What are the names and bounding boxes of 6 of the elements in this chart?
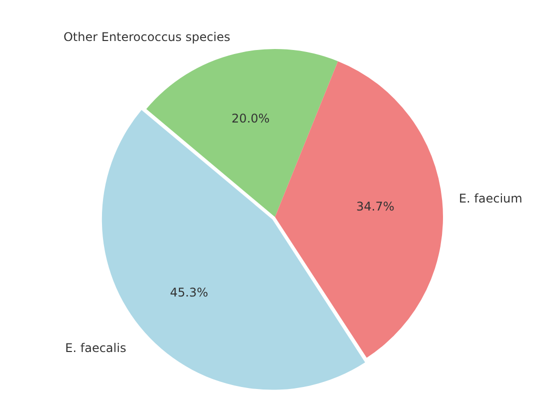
slice-label: E. faecalis <box>65 340 126 355</box>
slice-label: E. faecium <box>458 191 522 206</box>
data-label: 45.3% <box>170 285 208 300</box>
slice-label: Other Enterococcus species <box>63 30 230 44</box>
data-label: 20.0% <box>232 111 270 126</box>
data-label: 34.7% <box>356 199 394 214</box>
